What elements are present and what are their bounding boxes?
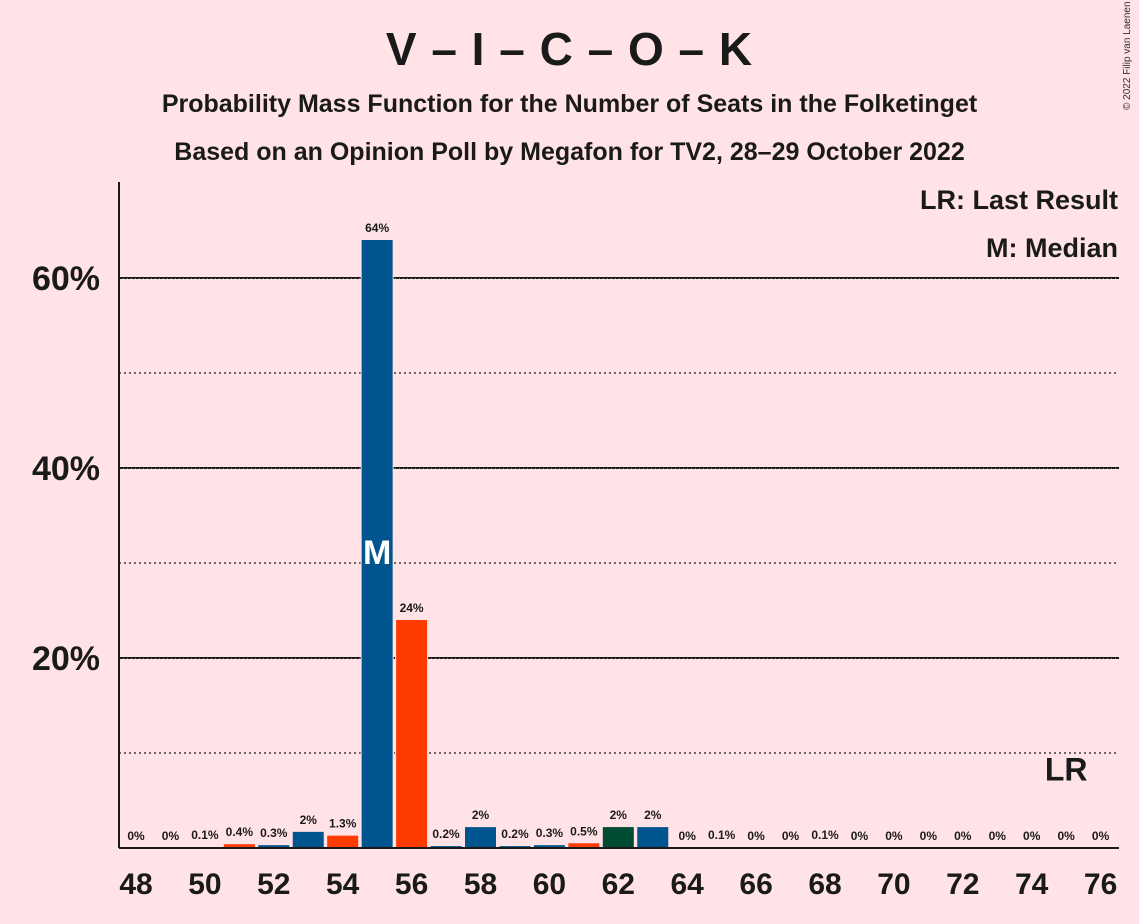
x-tick-label-66: 66	[739, 868, 772, 901]
y-tick-label-40: 40%	[32, 450, 100, 488]
grid-lines	[119, 277, 1119, 754]
bar-63	[637, 827, 669, 848]
data-label-59: 0.2%	[501, 827, 529, 841]
data-label-75: 0%	[1057, 829, 1075, 843]
x-tick-label-48: 48	[119, 868, 152, 901]
bar-58	[465, 827, 496, 848]
data-label-76: 0%	[1092, 829, 1110, 843]
x-tick-label-76: 76	[1084, 868, 1117, 901]
data-label-52: 0.3%	[260, 826, 288, 840]
x-tick-label-62: 62	[602, 868, 635, 901]
y-tick-label-60: 60%	[32, 260, 100, 298]
x-tick-label-64: 64	[671, 868, 705, 901]
data-label-50: 0.1%	[191, 828, 219, 842]
data-label-58: 2%	[472, 808, 490, 822]
x-axis-ticks: 48 50 52 54 56 58 60 62 64 66 68 70 72 74 76	[119, 868, 1117, 901]
data-label-71: 0%	[920, 829, 938, 843]
x-tick-label-58: 58	[464, 868, 497, 901]
data-label-53: 2%	[300, 813, 318, 827]
data-label-64: 0%	[679, 829, 697, 843]
data-label-68: 0.1%	[811, 828, 839, 842]
y-tick-label-20: 20%	[32, 640, 100, 678]
x-tick-label-52: 52	[257, 868, 290, 901]
data-label-49: 0%	[162, 829, 180, 843]
data-label-74: 0%	[1023, 829, 1041, 843]
chart-title: V – I – C – O – K	[385, 23, 754, 75]
data-label-54: 1.3%	[329, 817, 357, 831]
legend-entry-0: LR: Last Result	[920, 185, 1118, 215]
data-label-60: 0.3%	[536, 826, 564, 840]
bar-55	[361, 240, 393, 848]
data-label-63: 2%	[644, 808, 662, 822]
bar-60	[533, 845, 565, 848]
chart-subtitle: Probability Mass Function for the Number…	[161, 90, 978, 118]
last-result-marker: LR	[1045, 752, 1088, 788]
median-marker: M	[363, 534, 391, 572]
bar-53	[292, 831, 324, 848]
x-tick-label-74: 74	[1015, 868, 1049, 901]
data-label-73: 0%	[989, 829, 1007, 843]
data-label-66: 0%	[747, 829, 765, 843]
x-tick-label-72: 72	[946, 868, 979, 901]
bar-52	[258, 845, 290, 848]
x-tick-label-54: 54	[326, 868, 360, 901]
data-label-51: 0.4%	[226, 825, 254, 839]
x-tick-label-56: 56	[395, 868, 428, 901]
data-label-65: 0.1%	[708, 828, 736, 842]
bar-54	[327, 835, 359, 848]
data-label-62: 2%	[610, 808, 628, 822]
bar-56	[396, 620, 428, 848]
data-label-67: 0%	[782, 829, 800, 843]
data-label-72: 0%	[954, 829, 972, 843]
bar-62	[602, 827, 634, 848]
chart-subtitle-source: Based on an Opinion Poll by Megafon for …	[174, 138, 965, 166]
x-tick-label-60: 60	[533, 868, 566, 901]
legend-entry-1: M: Median	[986, 233, 1118, 263]
data-label-61: 0.5%	[570, 824, 598, 838]
x-tick-label-68: 68	[808, 868, 841, 901]
data-label-69: 0%	[851, 829, 869, 843]
bar-61	[568, 843, 600, 848]
data-labels: 0% 0% 0.1% 0.4% 0.3% 2% 1.3% 64% 24% 0.2% 2% 0.2% 0.…	[127, 221, 1109, 843]
bar-51	[223, 844, 255, 848]
y-axis-ticks: 20% 40% 60%	[32, 260, 100, 678]
x-tick-label-70: 70	[877, 868, 910, 901]
data-label-57: 0.2%	[432, 827, 460, 841]
data-label-70: 0%	[885, 829, 903, 843]
legend: LR: Last Result M: Median	[920, 185, 1118, 263]
x-tick-label-50: 50	[188, 868, 221, 901]
data-label-55: 64%	[365, 221, 389, 235]
bars-group	[188, 239, 842, 848]
axes	[118, 182, 1119, 849]
data-label-56: 24%	[400, 601, 424, 615]
data-label-48: 0%	[127, 829, 145, 843]
